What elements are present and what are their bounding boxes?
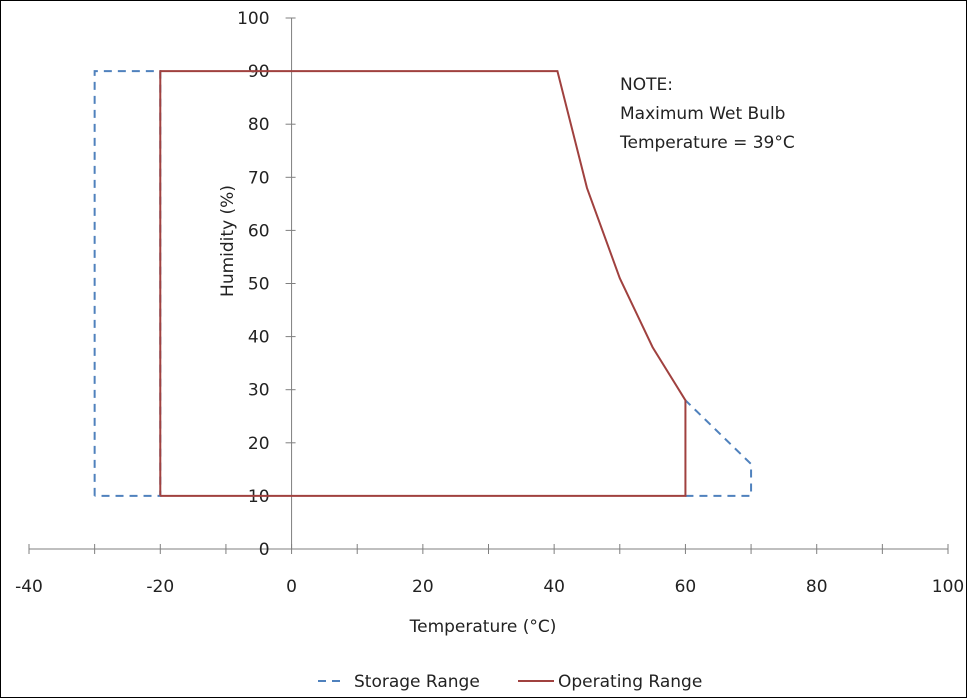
note-annotation: NOTE: Maximum Wet Bulb Temperature = 39°… <box>619 75 795 153</box>
y-tick-label: 40 <box>248 328 270 348</box>
y-tick-label: 100 <box>237 9 269 29</box>
x-tick-label: 80 <box>806 577 828 597</box>
legend-operating-label: Operating Range <box>558 672 702 692</box>
y-tick-label: 0 <box>259 540 270 560</box>
x-tick-label: 100 <box>932 577 964 597</box>
legend: Storage Range Operating Range <box>318 672 702 692</box>
x-tick-label: 20 <box>412 577 434 597</box>
y-axis-title: Humidity (%) <box>218 185 238 297</box>
x-tick-label: 0 <box>286 577 297 597</box>
series-operating-range-line <box>159 70 687 497</box>
note-line-1: NOTE: <box>620 75 673 95</box>
x-tick-label: -20 <box>146 577 174 597</box>
y-tick-label: 30 <box>248 381 270 401</box>
x-tick-label: 40 <box>543 577 565 597</box>
series-storage-range-line <box>93 70 162 497</box>
x-tick-label: -40 <box>15 577 43 597</box>
series-storage-range-extension <box>684 399 753 497</box>
x-tick-label: 60 <box>675 577 697 597</box>
legend-storage-label: Storage Range <box>354 672 480 692</box>
y-tick-label: 20 <box>248 434 270 454</box>
y-tick-label: 70 <box>248 168 270 188</box>
x-axis-title: Temperature (°C) <box>409 617 557 637</box>
series-layer <box>93 70 753 497</box>
y-tick-label: 80 <box>248 115 270 135</box>
y-tick-label: 50 <box>248 275 270 295</box>
note-line-2: Maximum Wet Bulb <box>620 104 785 124</box>
y-tick-label: 60 <box>248 221 270 241</box>
note-line-3: Temperature = 39°C <box>619 133 795 153</box>
